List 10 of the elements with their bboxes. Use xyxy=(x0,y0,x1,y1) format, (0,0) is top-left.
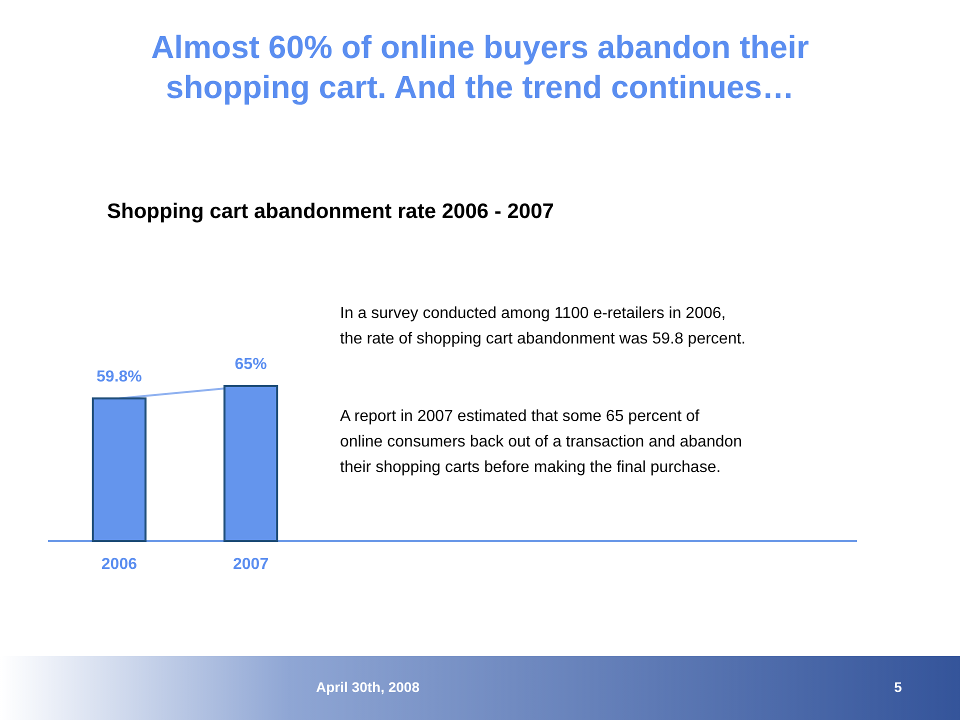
x-tick-label: 2007 xyxy=(232,556,269,573)
text: A report in 2007 estimated that some 65 percent of online consumers back out of a transaction and abandon their shopping carts before making the final purchase. xyxy=(340,408,742,476)
text: Almost 60% of online buyers abandon their shopping cart. And the trend continues… xyxy=(151,29,809,105)
chart-subtitle: Shopping cart abandonment rate 2006 - 2007 xyxy=(107,200,554,223)
text: 5 xyxy=(894,679,902,695)
data-label: 59.8% xyxy=(96,368,142,386)
x-tick-label: 2006 xyxy=(101,556,138,573)
text: In a survey conducted among 1100 e-retailers in 2006, the rate of shopping cart abandonment was 59.8 percent. xyxy=(340,305,746,348)
text: April 30th, 2008 xyxy=(316,679,420,695)
data-label: 65% xyxy=(234,356,267,373)
